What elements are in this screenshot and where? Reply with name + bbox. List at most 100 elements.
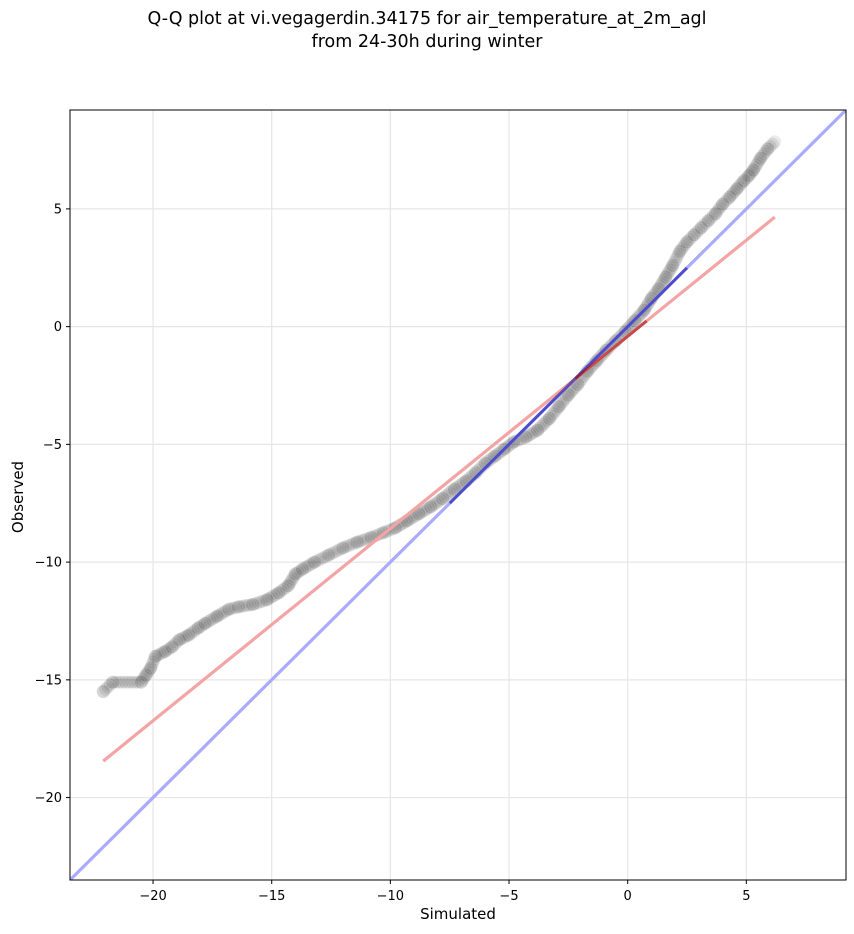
quantile-point: [158, 645, 172, 659]
quantile-point: [669, 253, 683, 267]
quantile-point: [552, 400, 566, 414]
fit-line: [102, 215, 776, 763]
y-tick-label: 0: [54, 320, 62, 335]
quantile-point: [353, 534, 367, 548]
quantile-point: [733, 178, 747, 192]
quantile-point: [131, 675, 145, 689]
quantile-point: [746, 163, 760, 177]
quantile-point: [663, 263, 677, 277]
quantile-point: [428, 496, 442, 510]
quantile-point: [563, 386, 577, 400]
quantile-point: [246, 597, 260, 611]
quantile-point: [298, 561, 312, 575]
quantile-point: [122, 675, 136, 689]
quantile-point: [307, 555, 321, 569]
quantile-point: [296, 562, 310, 576]
quantile-point: [177, 630, 191, 644]
quantile-point: [347, 536, 361, 550]
quantile-point: [507, 435, 521, 449]
quantile-point: [96, 685, 110, 699]
quantile-point: [153, 647, 167, 661]
quantile-point: [251, 596, 265, 610]
quantile-point: [438, 490, 452, 504]
quantile-point: [134, 675, 148, 689]
quantile-point: [210, 609, 224, 623]
quantile-point: [542, 411, 556, 425]
chart-title-line-2: from 24-30h during winter: [311, 32, 543, 52]
quantile-point: [148, 649, 162, 663]
quantile-point: [660, 268, 674, 282]
quantile-point: [701, 214, 715, 228]
quantile-point: [748, 161, 762, 175]
quantile-point: [558, 393, 572, 407]
quantile-point: [699, 216, 713, 230]
quantile-point: [759, 144, 773, 158]
x-tick-label: −5: [499, 889, 518, 904]
quantile-point: [194, 619, 208, 633]
quantile-point: [234, 599, 248, 613]
quantile-point: [359, 532, 373, 546]
quantile-point: [257, 594, 271, 608]
quantile-point: [659, 270, 673, 284]
quantile-point: [431, 495, 445, 509]
quantile-point: [657, 273, 671, 287]
quantile-point: [137, 670, 151, 684]
quantile-point: [373, 527, 387, 541]
quantile-point: [203, 614, 217, 628]
quantile-point: [210, 609, 224, 623]
quantile-point: [510, 434, 524, 448]
quantile-point: [526, 426, 540, 440]
quantile-point: [754, 151, 768, 165]
quantile-point: [447, 482, 461, 496]
quantile-point: [254, 595, 268, 609]
x-axis-label: Simulated: [420, 905, 496, 923]
quantile-point: [745, 165, 759, 179]
quantile-point: [419, 503, 433, 517]
quantile-point: [148, 649, 162, 663]
quantile-point: [198, 616, 212, 630]
quantile-point: [757, 147, 771, 161]
quantile-point: [109, 675, 123, 689]
quantile-point: [763, 139, 777, 153]
quantile-point: [141, 666, 155, 680]
quantile-point: [262, 591, 276, 605]
quantile-point: [222, 602, 236, 616]
quantile-point: [249, 597, 263, 611]
quantile-point: [125, 675, 139, 689]
quantile-point: [165, 640, 179, 654]
quantile-point: [548, 404, 562, 418]
quantile-point: [412, 507, 426, 521]
quantile-point: [447, 482, 461, 496]
quantile-point: [179, 629, 193, 643]
quantile-point: [222, 602, 236, 616]
quantile-point: [706, 209, 720, 223]
quantile-point: [433, 493, 447, 507]
quantile-point: [388, 521, 402, 535]
quantile-point: [746, 163, 760, 177]
quantile-point: [749, 158, 763, 172]
quantile-point: [274, 584, 288, 598]
quantile-point: [142, 663, 156, 677]
quantile-point: [550, 402, 564, 416]
quantile-point: [673, 244, 687, 258]
quantile-point: [708, 207, 722, 221]
quantile-point: [728, 184, 742, 198]
quantile-point: [680, 235, 694, 249]
quantile-point: [670, 250, 684, 264]
quantile-point: [544, 409, 558, 423]
quantile-point: [288, 567, 302, 581]
quantile-point: [106, 675, 120, 689]
quantile-point: [559, 390, 573, 404]
quantile-point: [288, 567, 302, 581]
quantile-point: [139, 668, 153, 682]
quantile-point: [350, 535, 364, 549]
quantile-point: [303, 558, 317, 572]
quantile-point: [666, 258, 680, 272]
quantile-point: [265, 590, 279, 604]
quantile-point: [708, 207, 722, 221]
quantile-point: [281, 579, 295, 593]
quantile-point: [742, 169, 756, 183]
quantile-point: [732, 180, 746, 194]
quantile-point: [671, 247, 685, 261]
